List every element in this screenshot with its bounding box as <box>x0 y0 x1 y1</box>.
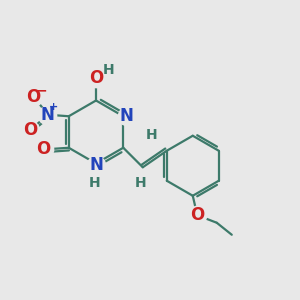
Text: N: N <box>40 106 54 124</box>
Text: +: + <box>49 102 58 112</box>
Text: N: N <box>89 156 103 174</box>
Text: H: H <box>103 63 115 77</box>
Text: O: O <box>36 140 51 158</box>
Text: H: H <box>135 176 146 190</box>
Text: N: N <box>120 106 134 125</box>
Text: −: − <box>36 83 47 97</box>
Text: O: O <box>26 88 40 106</box>
Text: O: O <box>89 69 103 87</box>
Text: H: H <box>146 128 157 142</box>
Text: O: O <box>190 206 204 224</box>
Text: H: H <box>89 176 100 190</box>
Text: O: O <box>23 121 38 139</box>
